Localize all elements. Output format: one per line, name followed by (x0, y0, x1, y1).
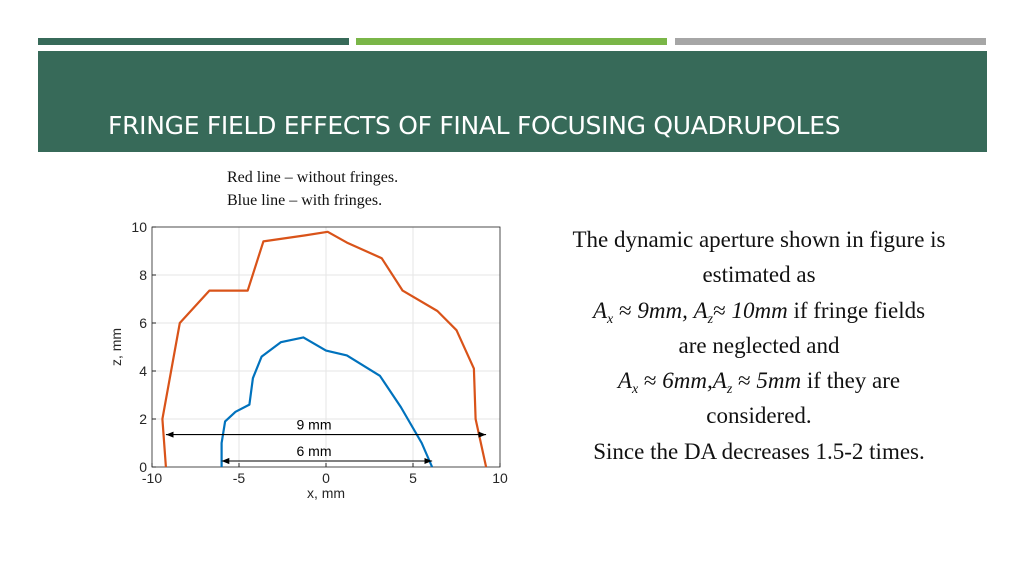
approx-symbol: ≈ (643, 368, 657, 394)
annotation-label: 9 mm (297, 417, 332, 433)
header-bar-gray (675, 38, 986, 45)
z-subscript: z (726, 382, 733, 398)
az-value-neglected: 10mm (731, 297, 788, 323)
desc-line-5-tail: if they are (806, 368, 901, 394)
desc-line-6: considered. (706, 403, 812, 429)
x-tick-label: -5 (233, 470, 246, 486)
x-tick-label: 0 (322, 470, 330, 486)
slide-title: FRINGE FIELD EFFECTS OF FINAL FOCUSING Q… (108, 111, 841, 140)
desc-line-3-tail: if fringe fields (793, 297, 926, 323)
ax-symbol: A (592, 297, 608, 323)
desc-line-2: estimated as (702, 262, 816, 288)
desc-line-1: The dynamic aperture shown in figure is (572, 227, 946, 252)
dynamic-aperture-chart: -10 -5 0 5 10 0 2 4 6 8 10 x, mm z, mm 9 mm 6 mm (108, 219, 508, 501)
annotation-label: 6 mm (297, 443, 332, 459)
approx-symbol: ≈ (738, 368, 751, 394)
desc-line-5: Ax ≈ 6mm,Az ≈ 5mm if they are (520, 363, 998, 398)
legend-note-blue: Blue line – with fringes. (227, 192, 383, 209)
x-axis-label: x, mm (307, 485, 345, 501)
approx-symbol: ≈ (713, 297, 726, 323)
header-bar-green (356, 38, 667, 45)
az-value-considered: 5mm (756, 368, 802, 394)
y-tick-label: 10 (131, 219, 147, 235)
y-tick-label: 6 (139, 315, 147, 331)
y-tick-label: 4 (139, 363, 147, 379)
ax-symbol: A (617, 368, 632, 394)
x-tick-label: 10 (492, 470, 508, 486)
y-tick-label: 8 (139, 267, 147, 283)
y-tick-label: 0 (139, 459, 147, 475)
z-subscript: z (707, 311, 714, 327)
desc-line-7: Since the DA decreases 1.5-2 times. (593, 438, 925, 464)
series-line-without-fringes (161, 230, 488, 468)
desc-line-3: Ax ≈ 9mm, Az≈ 10mm if fringe fields (520, 293, 998, 328)
legend-note-red: Red line – without fringes. (227, 169, 399, 186)
x-subscript: x (631, 382, 639, 398)
y-tick-label: 2 (139, 411, 147, 427)
desc-line-4: are neglected and (678, 332, 840, 358)
az-symbol: A (693, 297, 708, 323)
x-subscript: x (607, 311, 614, 327)
x-tick-label: 5 (409, 470, 417, 486)
header-bar-dark (38, 38, 349, 45)
x-tick-label: -10 (142, 470, 162, 486)
ax-value-neglected: 9mm, (637, 297, 688, 323)
title-band: FRINGE FIELD EFFECTS OF FINAL FOCUSING Q… (38, 51, 987, 152)
y-axis-label: z, mm (108, 328, 124, 366)
series-line-with-fringes (220, 336, 434, 468)
az-symbol: A (712, 368, 727, 394)
ax-value-considered: 6mm, (662, 368, 713, 394)
description-text: The dynamic aperture shown in figure is … (520, 222, 998, 469)
approx-symbol: ≈ (618, 297, 632, 323)
